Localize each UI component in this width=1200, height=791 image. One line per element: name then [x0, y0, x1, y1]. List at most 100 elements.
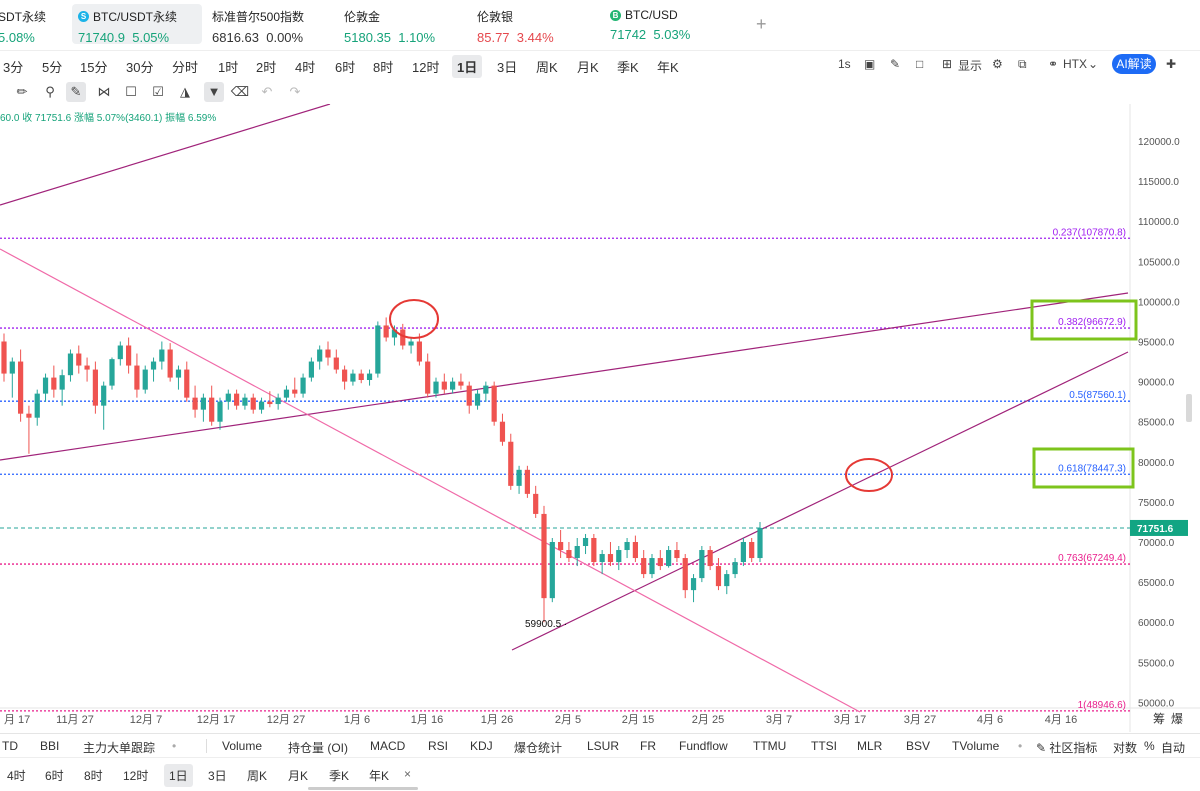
bottom-interval-6h[interactable]: 6时 — [45, 769, 64, 783]
link-icon: ⚭ — [1048, 57, 1059, 71]
fullscreen-icon[interactable]: ⧉ — [1018, 57, 1027, 71]
bottom-interval-quarter[interactable]: 季K — [329, 769, 350, 783]
interval-5m[interactable]: 5分 — [42, 60, 63, 75]
bottom-interval-12h[interactable]: 12时 — [123, 769, 149, 783]
chevron-down-icon[interactable]: ⌄ — [1088, 57, 1099, 71]
indicator-fundflow[interactable]: Fundflow — [679, 739, 728, 753]
ai-interpret-button[interactable]: AI解读 — [1112, 54, 1156, 74]
camera-icon[interactable]: ▣ — [864, 57, 876, 71]
date-axis-label: 4月 6 — [977, 714, 1003, 726]
pen-icon[interactable]: ✎ — [890, 57, 901, 71]
interval-12h[interactable]: 12时 — [412, 60, 440, 75]
ticker-usdt-perp[interactable]: SDT永续 5.08% — [0, 4, 62, 45]
log-scale-toggle[interactable]: 对数 — [1113, 741, 1138, 755]
interval-8h[interactable]: 8时 — [373, 60, 394, 75]
candlestick-chart[interactable]: 120000.0 115000.0 110000.0 105000.0 100000.0… — [0, 104, 1200, 732]
interval-year[interactable]: 年K — [657, 60, 679, 75]
ticker-btc-usdt-perp[interactable]: S BTC/USDT永续 71740.9 5.05% — [72, 4, 202, 45]
horizontal-scrollbar[interactable] — [308, 787, 418, 790]
interval-30m[interactable]: 30分 — [126, 60, 154, 75]
candle-body — [749, 542, 755, 559]
bottom-interval-year[interactable]: 年K — [369, 769, 390, 783]
refresh-rate[interactable]: 1s — [838, 57, 851, 71]
date-axis-label: 12月 27 — [267, 714, 306, 726]
interval-3m[interactable]: 3分 — [3, 60, 24, 75]
brush-icon[interactable]: ✎ — [66, 82, 86, 102]
interval-week[interactable]: 周K — [536, 60, 558, 75]
price-axis-label: 90000.0 — [1138, 378, 1175, 389]
indicator-tvolume[interactable]: TVolume — [952, 739, 1000, 753]
indicator-liquidation[interactable]: 爆仓统计 — [514, 741, 563, 755]
redo-icon[interactable]: ↷ — [289, 84, 301, 99]
candle-body — [632, 542, 638, 559]
indicator-main-tracking[interactable]: 主力大单跟踪 — [83, 741, 156, 755]
ticker-btc-usd[interactable]: B BTC/USD 71742 5.03% — [604, 4, 714, 44]
indicator-bbi[interactable]: BBI — [40, 739, 60, 753]
indicator-fr[interactable]: FR — [640, 739, 656, 753]
candle-body — [466, 385, 472, 406]
low-price-label: 59900.5 · — [525, 619, 567, 630]
indicator-bsv[interactable]: BSV — [906, 739, 931, 753]
ticker-london-silver[interactable]: 伦敦银 85.77 3.44% — [471, 4, 571, 45]
indicator-ttmu[interactable]: TTMU — [753, 739, 787, 753]
measure-icon[interactable]: ⋈ — [97, 84, 111, 99]
display-icon[interactable]: ⊞ — [942, 57, 953, 71]
ticker-bar: SDT永续 5.08% S BTC/USDT永续 71740.9 5.05% 标准… — [0, 0, 1200, 48]
candle-body — [59, 375, 65, 390]
exchange-select[interactable]: HTX — [1063, 57, 1087, 71]
ticker-london-gold[interactable]: 伦敦金 5180.35 1.10% — [338, 4, 448, 45]
crop-icon[interactable]: □ — [916, 57, 924, 71]
share-icon[interactable]: ✚ — [1166, 57, 1177, 71]
indicator-ttsi[interactable]: TTSI — [811, 739, 837, 753]
indicator-mlr[interactable]: MLR — [857, 739, 883, 753]
indicator-kdj[interactable]: KDJ — [470, 739, 493, 753]
magnet-icon[interactable]: ⚲ — [45, 84, 55, 99]
filter-icon[interactable]: ▼ — [204, 82, 224, 102]
highlight-box — [1032, 447, 1135, 489]
indicator-bar: TD BBI 主力大单跟踪 • Volume 持仓量 (OI) MACD RSI… — [0, 733, 1200, 757]
indicator-macd[interactable]: MACD — [370, 739, 406, 753]
display-button[interactable]: 显示 — [958, 59, 983, 73]
interval-3d[interactable]: 3日 — [497, 60, 518, 75]
candle-body — [283, 389, 290, 398]
indicator-lsur[interactable]: LSUR — [587, 739, 620, 753]
interval-1d[interactable]: 1日 — [452, 55, 483, 78]
indicator-oi[interactable]: 持仓量 (OI) — [288, 741, 348, 755]
interval-6h[interactable]: 6时 — [335, 60, 356, 75]
candle-body — [690, 578, 697, 591]
note-icon[interactable]: ☑ — [152, 84, 164, 99]
eraser-icon[interactable]: ◮ — [180, 84, 190, 99]
date-axis-label: 1月 6 — [344, 714, 370, 726]
interval-2h[interactable]: 2时 — [256, 60, 277, 75]
undo-icon[interactable]: ↶ — [261, 84, 273, 99]
auto-scale-toggle[interactable]: 自动 — [1161, 741, 1186, 755]
interval-4h[interactable]: 4时 — [295, 60, 316, 75]
percent-toggle[interactable]: % — [1144, 739, 1155, 753]
ruler-icon[interactable]: ✏ — [16, 84, 28, 99]
settings-icon[interactable]: ⚙ — [992, 57, 1003, 71]
candle-body — [275, 397, 281, 405]
bottom-interval-3d[interactable]: 3日 — [208, 769, 227, 783]
lock-icon[interactable]: ☐ — [125, 84, 137, 99]
close-icon[interactable]: × — [404, 767, 412, 781]
interval-timeshare[interactable]: 分时 — [172, 60, 199, 75]
bottom-interval-week[interactable]: 周K — [247, 769, 268, 783]
add-ticker-button[interactable]: + — [756, 14, 767, 34]
interval-quarter[interactable]: 季K — [617, 60, 639, 75]
date-axis-label: 爆 — [1171, 712, 1183, 726]
indicator-volume[interactable]: Volume — [222, 739, 263, 753]
candle-body — [250, 397, 256, 410]
trash-icon[interactable]: ⌫ — [230, 84, 250, 99]
bottom-interval-1d[interactable]: 1日 — [164, 764, 193, 787]
interval-1h[interactable]: 1时 — [218, 60, 239, 75]
indicator-rsi[interactable]: RSI — [428, 739, 449, 753]
interval-month[interactable]: 月K — [577, 60, 599, 75]
bottom-interval-month[interactable]: 月K — [288, 769, 309, 783]
indicator-td[interactable]: TD — [2, 739, 18, 753]
bottom-interval-8h[interactable]: 8时 — [84, 769, 103, 783]
bottom-interval-4h[interactable]: 4时 — [7, 769, 26, 783]
community-indicators-button[interactable]: ✎ 社区指标 — [1036, 741, 1098, 755]
interval-15m[interactable]: 15分 — [80, 60, 108, 75]
fib-level-label: 0.5(87560.1) — [1069, 390, 1126, 401]
ticker-sp500[interactable]: 标准普尔500指数 6816.63 0.00% — [206, 4, 326, 45]
